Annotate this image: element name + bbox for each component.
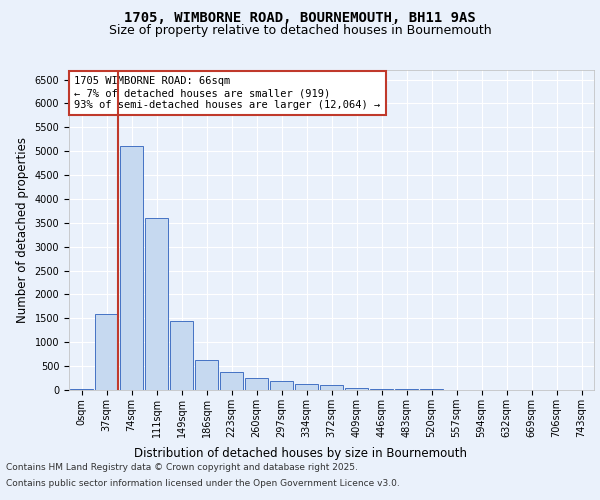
Bar [145,218,168,390]
Y-axis label: Number of detached properties: Number of detached properties [16,137,29,323]
Bar [395,389,418,390]
Bar [95,314,118,390]
Text: Distribution of detached houses by size in Bournemouth: Distribution of detached houses by size … [133,448,467,460]
Text: 1705 WIMBORNE ROAD: 66sqm
← 7% of detached houses are smaller (919)
93% of semi-: 1705 WIMBORNE ROAD: 66sqm ← 7% of detach… [74,76,380,110]
Text: Contains HM Land Registry data © Crown copyright and database right 2025.: Contains HM Land Registry data © Crown c… [6,464,358,472]
Bar [270,381,293,390]
Bar [120,146,143,390]
Bar [195,360,218,390]
Text: 1705, WIMBORNE ROAD, BOURNEMOUTH, BH11 9AS: 1705, WIMBORNE ROAD, BOURNEMOUTH, BH11 9… [124,11,476,25]
Bar [170,320,193,390]
Text: Contains public sector information licensed under the Open Government Licence v3: Contains public sector information licen… [6,478,400,488]
Bar [295,384,318,390]
Bar [220,372,243,390]
Bar [345,388,368,390]
Bar [370,388,393,390]
Text: Size of property relative to detached houses in Bournemouth: Size of property relative to detached ho… [109,24,491,37]
Bar [320,385,343,390]
Bar [245,378,268,390]
Bar [70,389,93,390]
